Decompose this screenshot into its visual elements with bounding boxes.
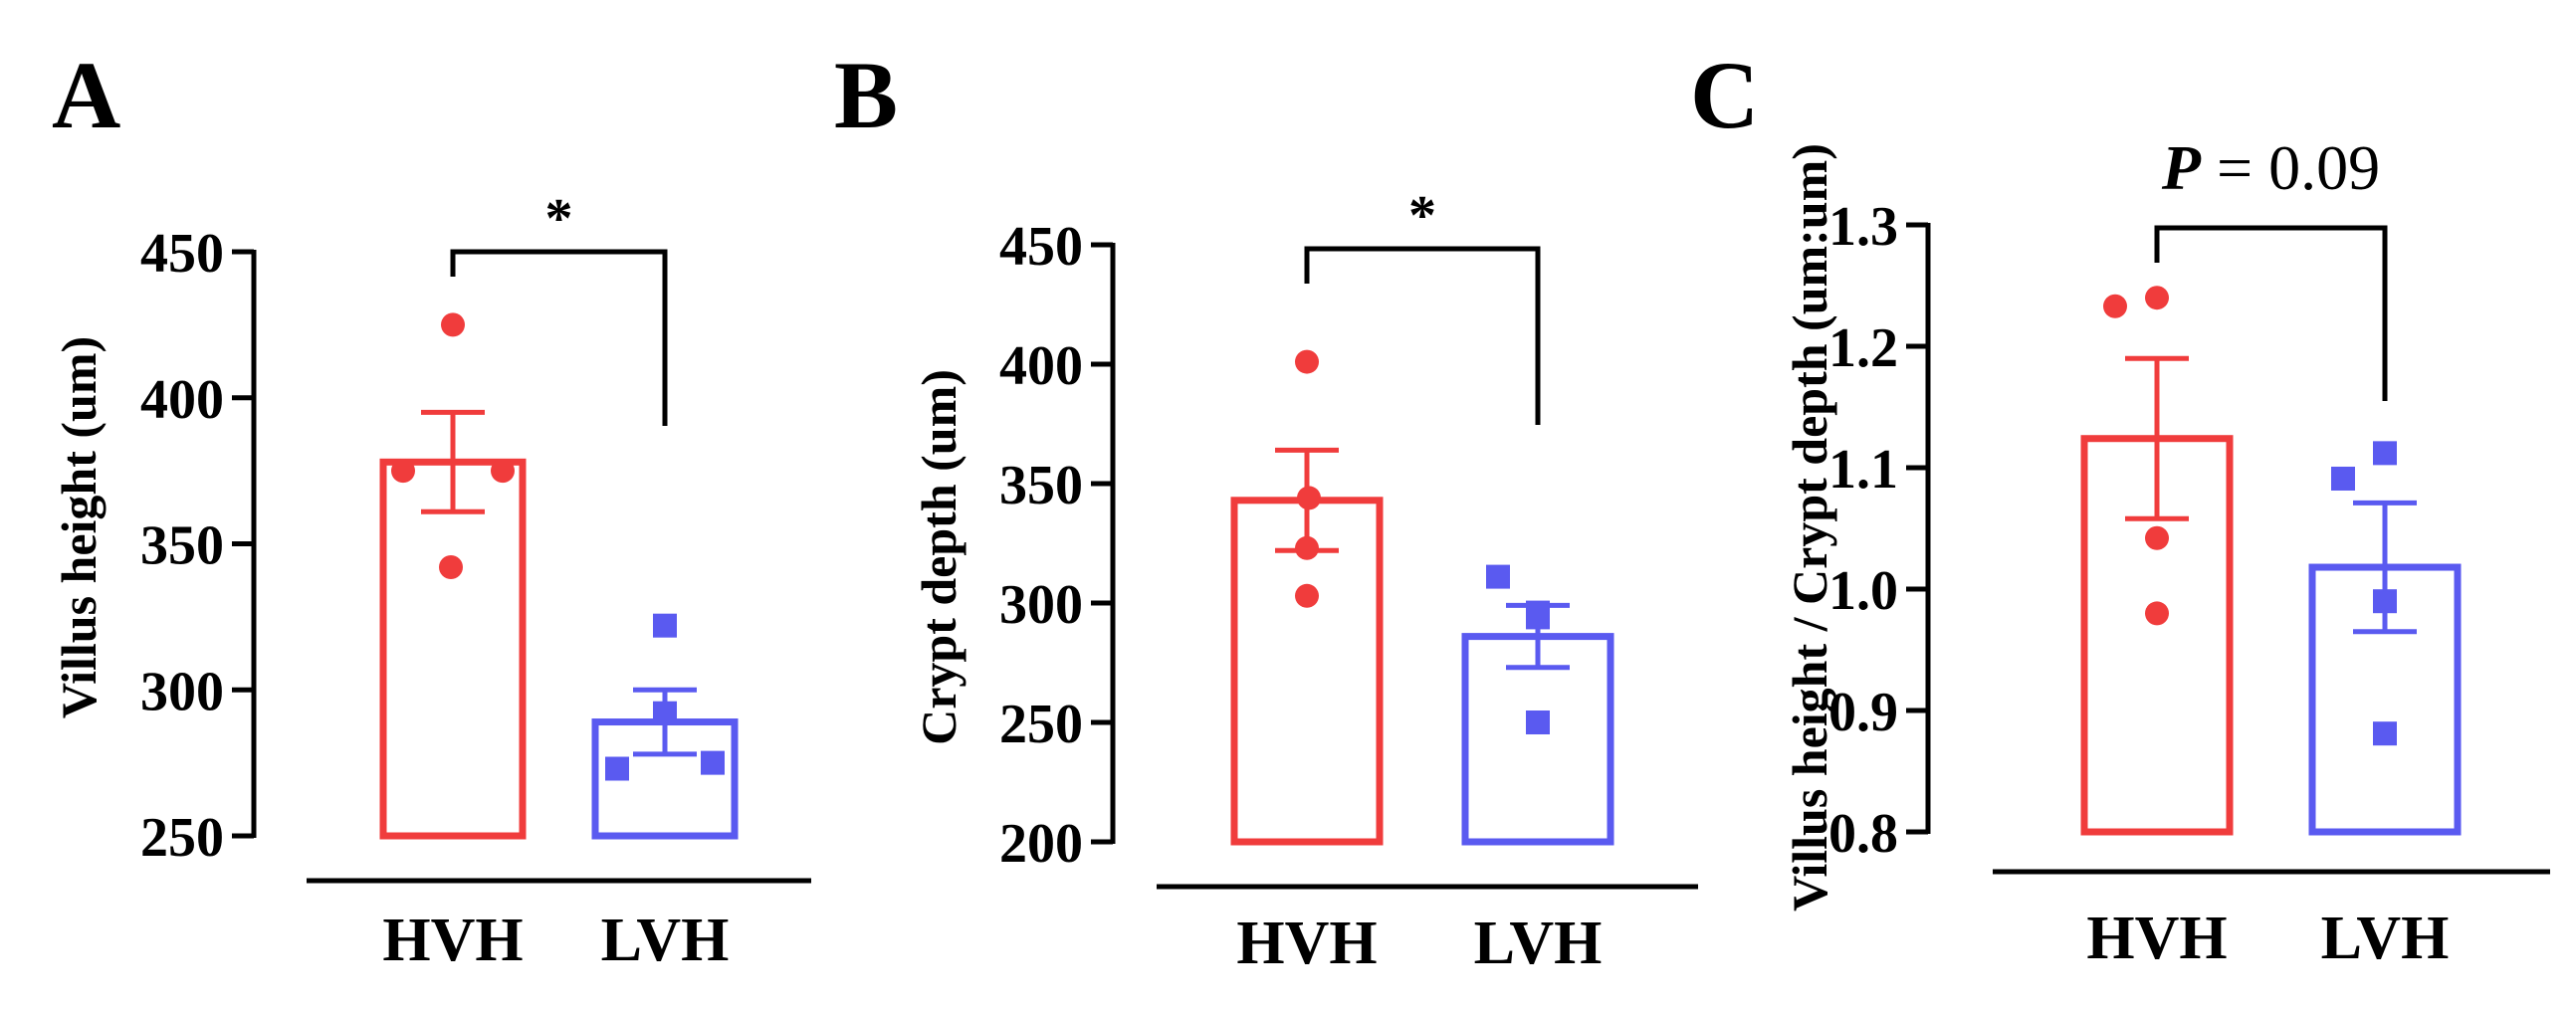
panel-a-point-lvh bbox=[605, 756, 629, 781]
panel-b-point-lvh bbox=[1526, 710, 1550, 734]
panel-a-y-tick-label: 450 bbox=[140, 223, 224, 285]
panel-a-point-lvh bbox=[653, 701, 677, 725]
panel-c-category-label-lvh: LVH bbox=[2321, 905, 2450, 972]
panel-c-point-hvh bbox=[2145, 525, 2169, 550]
panel-b-point-hvh bbox=[1295, 583, 1319, 608]
panel-a-point-lvh bbox=[653, 613, 677, 638]
panel-b-point-hvh bbox=[1295, 349, 1319, 374]
panel-c-y-tick-label: 1.2 bbox=[1828, 317, 1898, 379]
panel-a-plot: 250 300 350 400 450 HVH LVH * bbox=[140, 188, 811, 974]
panel-c-p-value: = 0.09 bbox=[2201, 132, 2380, 203]
panel-a-ylabel: Villus height (um) bbox=[51, 336, 107, 718]
panel-b-category-label-hvh: HVH bbox=[1236, 910, 1377, 977]
panel-a-significance-star: * bbox=[545, 188, 573, 250]
panel-c-p-symbol: P bbox=[2161, 132, 2202, 203]
panel-b-ylabel: Crypt depth (um) bbox=[911, 369, 966, 745]
panel-a-significance-bracket bbox=[450, 249, 668, 426]
panel-c-y-tick-label: 1.1 bbox=[1828, 439, 1898, 501]
panel-a-category-label-hvh: HVH bbox=[382, 907, 523, 974]
panel-b-significance-bracket bbox=[1304, 246, 1541, 425]
panel-b-y-tick-label: 250 bbox=[999, 694, 1083, 755]
panel-b-point-hvh bbox=[1295, 535, 1319, 560]
panel-c-category-label-hvh: HVH bbox=[2086, 905, 2227, 972]
panel-b-point-lvh bbox=[1526, 600, 1550, 625]
panel-a-point-hvh bbox=[441, 312, 465, 337]
panel-a: A Villus height (um) 250 300 350 400 450 HVH L… bbox=[51, 42, 811, 974]
panel-c: C Villus height / Crypt depth (um:um) 0.… bbox=[1690, 42, 2550, 972]
panel-c-point-lvh bbox=[2373, 721, 2397, 746]
panel-letter-a: A bbox=[52, 42, 120, 148]
panel-c-y-tick-label: 0.8 bbox=[1828, 803, 1898, 865]
panel-a-y-tick-label: 400 bbox=[140, 369, 224, 431]
panel-b-plot: 200 250 300 350 400 450 HVH LVH * bbox=[999, 185, 1698, 977]
panel-a-y-tick-label: 250 bbox=[140, 807, 224, 869]
panel-c-ylabel: Villus height / Crypt depth (um:um) bbox=[1782, 143, 1837, 911]
panel-b-y-tick-label: 200 bbox=[999, 813, 1083, 875]
panel-c-y-tick-label: 1.0 bbox=[1828, 560, 1898, 622]
panel-a-y-tick-label: 300 bbox=[140, 661, 224, 722]
panel-a-bar-hvh bbox=[379, 458, 527, 840]
panel-b-significance-star: * bbox=[1408, 185, 1436, 247]
panel-a-point-hvh bbox=[491, 459, 515, 484]
panel-c-point-lvh bbox=[2331, 466, 2355, 491]
panel-b-y-tick-label: 450 bbox=[999, 216, 1083, 278]
panel-c-significance-label: P = 0.09 bbox=[2161, 132, 2380, 203]
panel-c-point-hvh bbox=[2145, 601, 2169, 626]
panel-c-plot: 0.8 0.9 1.0 1.1 1.2 1.3 HVH LVH P = 0.09 bbox=[1828, 132, 2550, 972]
panel-b-y-tick-label: 350 bbox=[999, 455, 1083, 516]
panel-a-point-hvh bbox=[439, 554, 463, 579]
panel-a-category-label-lvh: LVH bbox=[601, 907, 730, 974]
panel-b: B Crypt depth (um) 200 250 300 350 400 450 HVH… bbox=[834, 42, 1698, 977]
panel-b-y-tick-label: 300 bbox=[999, 574, 1083, 636]
panel-c-point-hvh bbox=[2103, 294, 2127, 318]
panel-b-point-hvh bbox=[1297, 486, 1321, 510]
panel-letter-b: B bbox=[834, 42, 898, 148]
panel-a-y-tick-label: 350 bbox=[140, 515, 224, 577]
panel-b-y-tick-label: 400 bbox=[999, 335, 1083, 397]
panel-c-point-hvh bbox=[2145, 286, 2169, 310]
panel-c-significance-bracket bbox=[2154, 225, 2388, 401]
panel-b-point-lvh bbox=[1486, 564, 1510, 589]
panel-c-y-tick-label: 1.3 bbox=[1828, 196, 1898, 258]
panel-c-point-lvh bbox=[2373, 589, 2397, 614]
panel-c-y-tick-label: 0.9 bbox=[1828, 682, 1898, 743]
panel-a-point-hvh bbox=[391, 459, 415, 484]
panel-a-point-lvh bbox=[701, 750, 725, 775]
panel-letter-c: C bbox=[1690, 42, 1759, 148]
panel-c-point-lvh bbox=[2373, 441, 2397, 466]
panel-b-category-label-lvh: LVH bbox=[1474, 910, 1603, 977]
